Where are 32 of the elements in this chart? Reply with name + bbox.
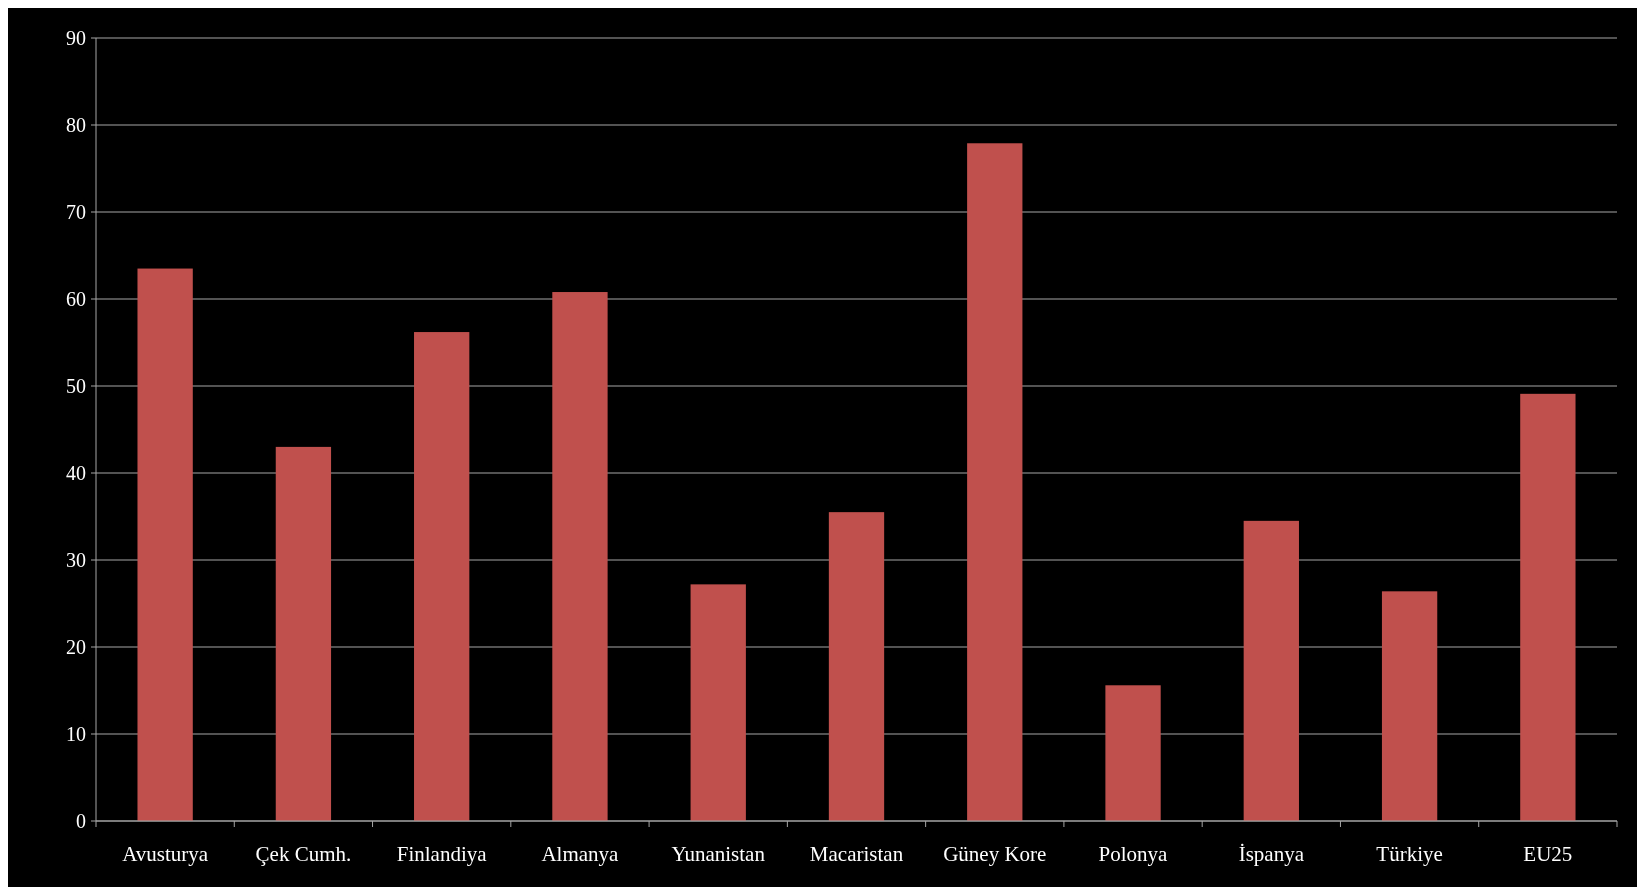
x-tick-label: İspanya: [1238, 842, 1305, 866]
y-tick-label: 70: [66, 201, 86, 223]
x-tick-label: Almanya: [541, 842, 620, 866]
bar: [1243, 520, 1299, 821]
bar: [1381, 591, 1438, 821]
x-tick-label: Avusturya: [122, 842, 209, 866]
x-tick-label: Çek Cumh.: [255, 842, 352, 866]
x-tick-label: EU25: [1523, 842, 1573, 866]
y-tick-label: 50: [66, 375, 86, 397]
x-tick-label: Macaristan: [809, 842, 904, 866]
y-tick-label: 10: [66, 723, 86, 745]
bar: [828, 512, 885, 821]
bar: [414, 332, 470, 821]
y-tick-label: 0: [76, 810, 86, 832]
bar: [1105, 685, 1161, 821]
y-tick-label: 80: [66, 114, 86, 136]
bar: [1520, 393, 1576, 821]
y-tick-label: 90: [66, 27, 86, 49]
y-tick-label: 60: [66, 288, 86, 310]
bar: [552, 292, 608, 821]
bar: [137, 268, 193, 821]
y-tick-label: 40: [66, 462, 86, 484]
x-tick-label: Güney Kore: [943, 842, 1047, 866]
x-tick-label: Finlandiya: [396, 842, 488, 866]
x-tick-label: Türkiye: [1376, 842, 1443, 866]
bar: [275, 446, 332, 821]
y-tick-label: 30: [66, 549, 86, 571]
bar: [690, 584, 746, 821]
x-tick-label: Polonya: [1098, 842, 1169, 866]
x-tick-label: Yunanistan: [671, 842, 766, 866]
bar: [967, 143, 1023, 821]
y-tick-label: 20: [66, 636, 86, 658]
